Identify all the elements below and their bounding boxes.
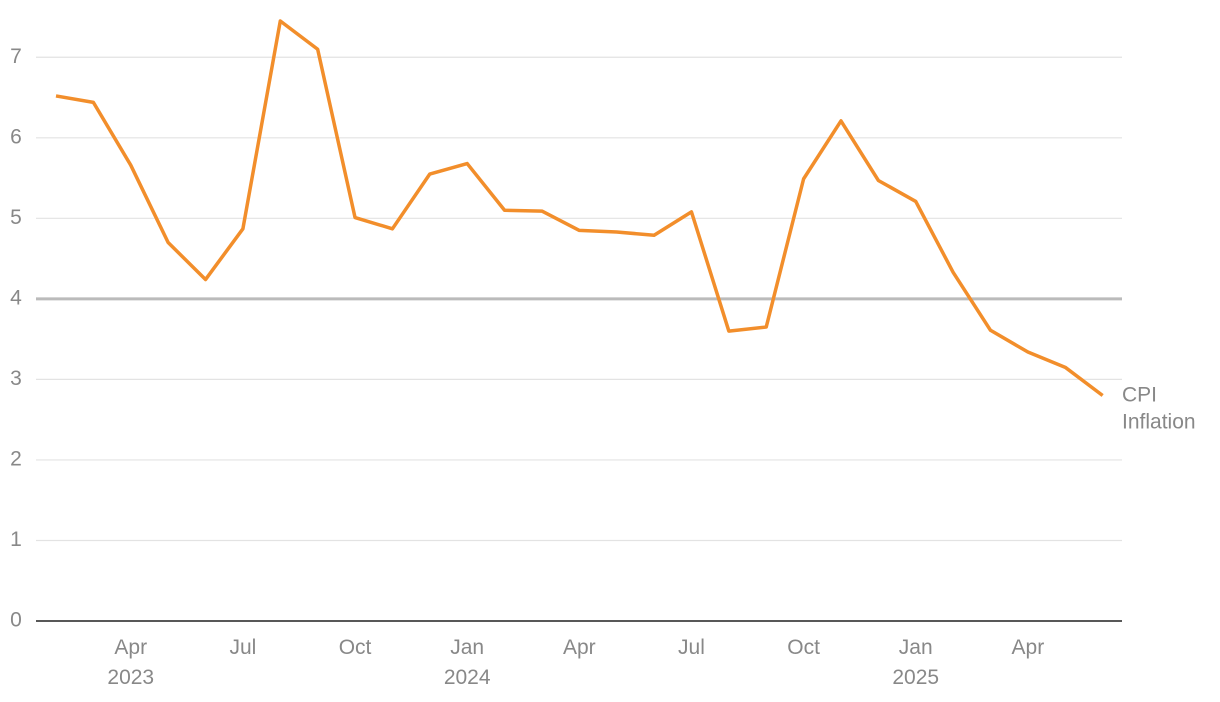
label-line: Jul	[229, 636, 256, 659]
series-line	[55, 19, 1104, 397]
label-line: 2024	[444, 666, 491, 689]
x-tick-label: Apr 2023	[107, 636, 154, 689]
y-tick-label: 2	[10, 447, 22, 470]
label-line: Oct	[339, 636, 372, 659]
x-tick-label: Jan 2024	[444, 636, 491, 689]
label-line: Oct	[787, 636, 820, 659]
x-tick-label: Oct	[339, 636, 372, 659]
label-line: Apr	[114, 636, 147, 659]
y-tick-label: 4	[10, 286, 22, 309]
label-line: Jan	[450, 636, 484, 659]
y-tick-label: 1	[10, 528, 22, 551]
y-tick-label: 5	[10, 206, 22, 229]
label-line: Jul	[678, 636, 705, 659]
x-tick-label: Jul	[229, 636, 256, 659]
y-tick-label: 0	[10, 609, 22, 632]
label-line: Inflation	[1122, 410, 1196, 433]
label-line: CPI	[1122, 383, 1157, 406]
x-tick-label: Jul	[678, 636, 705, 659]
x-tick-label: Oct	[787, 636, 820, 659]
label-line: 2025	[892, 666, 939, 689]
label-line: 2023	[107, 666, 154, 689]
label-line: Apr	[1012, 636, 1045, 659]
y-tick-label: 7	[10, 45, 22, 68]
y-tick-label: 3	[10, 367, 22, 390]
x-tick-label: Apr	[1012, 636, 1045, 659]
x-tick-label: Apr	[563, 636, 596, 659]
y-tick-label: 6	[10, 125, 22, 148]
x-tick-label: Jan 2025	[892, 636, 939, 689]
series-label: CPI Inflation	[1122, 383, 1196, 433]
label-line: Jan	[899, 636, 933, 659]
label-line: Apr	[563, 636, 596, 659]
